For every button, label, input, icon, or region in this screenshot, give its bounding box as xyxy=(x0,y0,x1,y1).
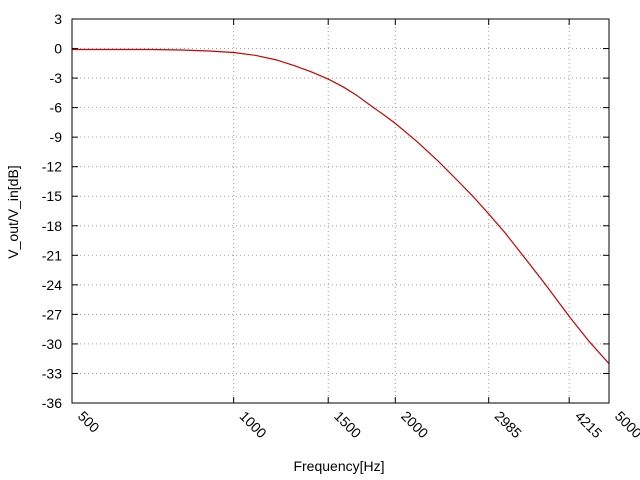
y-tick-label: -27 xyxy=(42,306,62,322)
series-line xyxy=(72,48,610,365)
y-tick-label: -36 xyxy=(42,395,62,411)
y-tick-label: -12 xyxy=(42,159,62,175)
grid-lines xyxy=(72,19,609,403)
series-layer xyxy=(72,48,610,365)
y-tick-label: -24 xyxy=(42,277,62,293)
x-axis-title: Frequency[Hz] xyxy=(293,458,384,474)
y-axis-title: V_out/V_in[dB] xyxy=(5,165,21,258)
y-tick-label: -30 xyxy=(42,336,62,352)
y-tick-label: -6 xyxy=(50,100,63,116)
y-tick-label: -18 xyxy=(42,218,62,234)
y-tick-label: -15 xyxy=(42,188,62,204)
y-tick-label: -21 xyxy=(42,247,62,263)
y-tick-label: 3 xyxy=(54,11,62,27)
y-tick-label: -3 xyxy=(50,70,63,86)
y-tick-label: -33 xyxy=(42,365,62,381)
plot-frame xyxy=(71,18,610,404)
y-tick-label: 0 xyxy=(54,41,62,57)
y-tick-label: -9 xyxy=(50,129,63,145)
y-tick-labels: 3 0 -3 -6 -9 -12 -15 -18 -21 -24 -27 -30 -33 -36 xyxy=(42,11,62,411)
